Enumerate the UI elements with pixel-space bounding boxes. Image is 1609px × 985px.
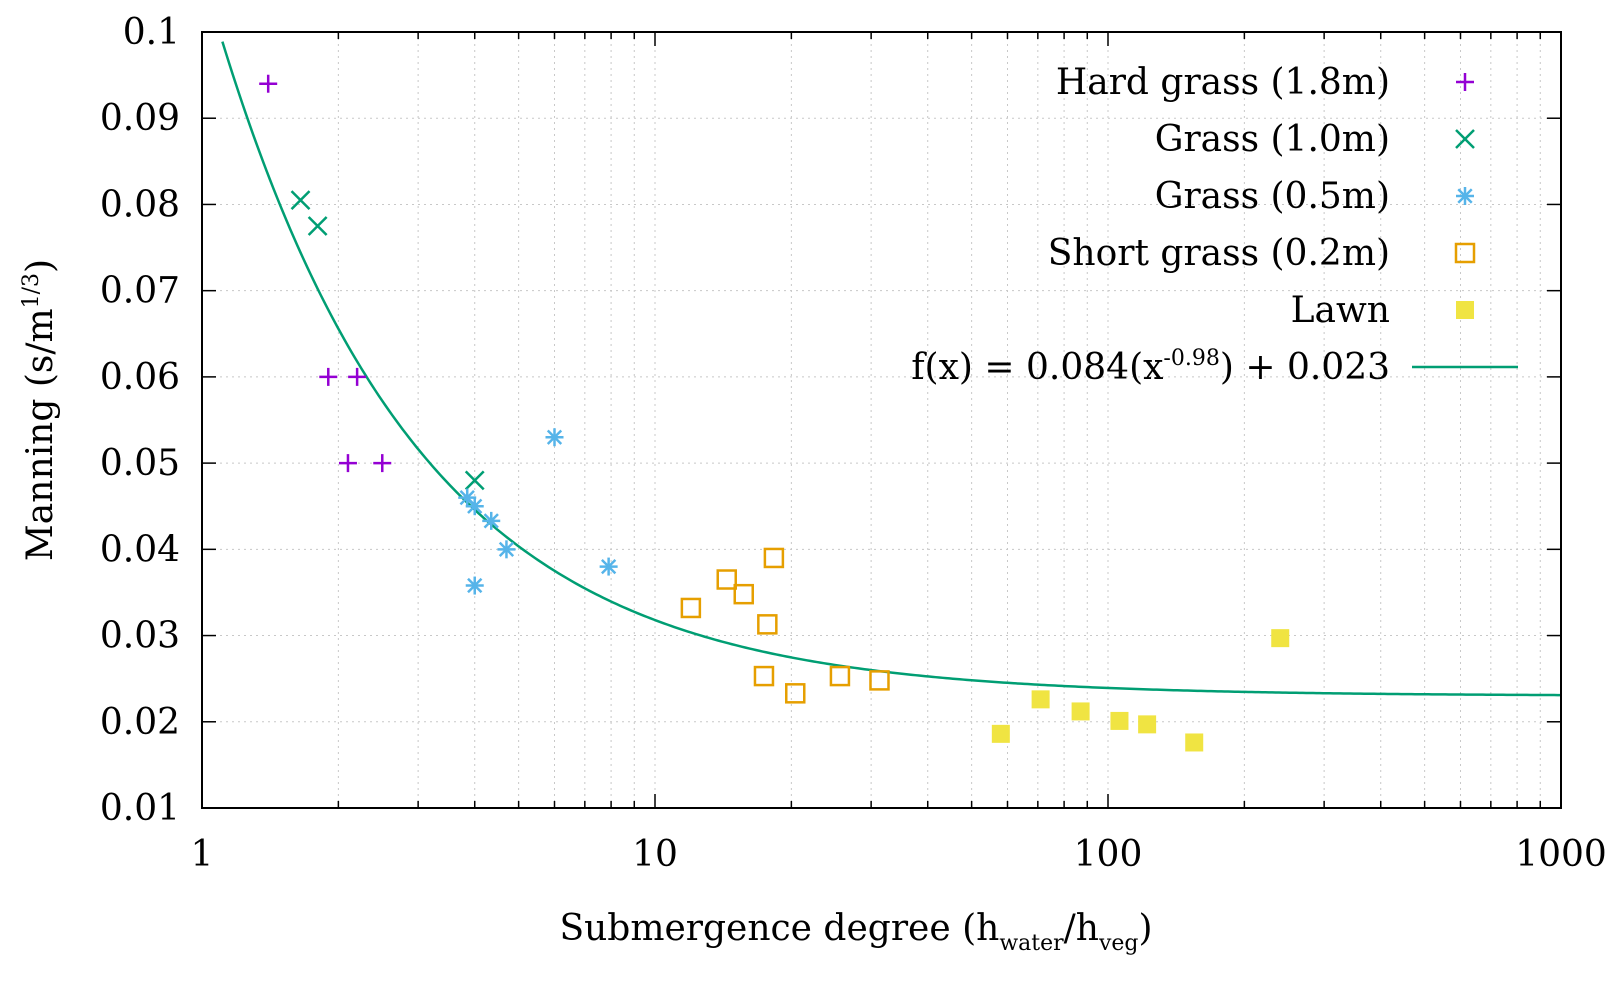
data-point-cross <box>307 216 328 236</box>
data-point-square-open <box>869 670 890 691</box>
data-point-star <box>482 511 501 530</box>
legend-marker-star <box>1456 187 1474 205</box>
x-tick-label: 100 <box>1074 834 1143 875</box>
y-axis-label: Manning (s/m1/3) <box>19 259 61 561</box>
y-tick-label: 0.1 <box>123 12 180 53</box>
plot-frame <box>201 31 1562 809</box>
data-point-square-open <box>733 583 754 605</box>
data-point-square-open <box>763 547 785 569</box>
data-points <box>259 74 1290 752</box>
data-point-square-open <box>757 614 778 635</box>
data-point-square-open <box>829 665 851 687</box>
data-point-square-open <box>785 683 806 704</box>
data-point-square-open <box>680 597 702 619</box>
data-point-plus <box>338 454 357 473</box>
data-point-square-filled <box>1138 715 1157 734</box>
data-point-square-filled <box>1110 711 1129 730</box>
data-point-cross <box>290 190 311 211</box>
y-tick-label: 0.07 <box>100 271 180 312</box>
data-point-star <box>458 488 477 507</box>
data-point-star <box>465 497 484 516</box>
y-tick-label: 0.09 <box>100 98 180 139</box>
data-point-star <box>599 557 618 576</box>
fit-curve <box>221 41 1562 697</box>
data-point-square-filled <box>1271 629 1290 648</box>
legend-label: Grass (0.5m) <box>1155 176 1390 217</box>
legend-label: Grass (1.0m) <box>1155 119 1390 160</box>
legend-label: Short grass (0.2m) <box>1048 233 1390 274</box>
data-point-square-filled <box>991 724 1010 743</box>
y-tick-label: 0.03 <box>100 616 180 657</box>
data-point-square-filled <box>1185 733 1204 752</box>
data-point-square-open <box>716 569 737 590</box>
y-tick-label: 0.02 <box>100 702 180 743</box>
x-tick-label: 10 <box>632 834 678 875</box>
x-axis-label: Submergence degree (hwater/hveg) <box>559 908 1152 956</box>
legend-marker-square-filled <box>1456 301 1474 319</box>
data-point-plus <box>373 454 392 473</box>
data-point-star <box>545 428 564 447</box>
data-point-star <box>465 576 484 595</box>
legend-marker-square-open <box>1454 242 1476 264</box>
data-point-plus <box>319 367 338 386</box>
data-point-cross <box>464 470 485 491</box>
grid <box>202 32 1561 808</box>
y-tick-label: 0.04 <box>100 529 180 570</box>
data-point-square-open <box>753 665 775 687</box>
legend-fit-label: f(x) = 0.084(x-0.98) + 0.023 <box>911 346 1390 388</box>
data-point-star <box>497 540 516 559</box>
y-tick-label: 0.08 <box>100 184 180 225</box>
data-point-plus <box>259 74 278 93</box>
y-tick-label: 0.06 <box>100 357 180 398</box>
x-tick-label: 1000 <box>1515 834 1607 875</box>
x-tick-label: 1 <box>191 834 214 875</box>
y-tick-label: 0.05 <box>100 443 180 484</box>
legend-marker-cross <box>1455 129 1475 149</box>
data-point-square-filled <box>1071 702 1090 721</box>
y-tick-label: 0.01 <box>100 788 180 829</box>
axes: 0.01 0.02 0.03 0.04 0.05 0.06 0.07 0.08 0.09 0.1 1… <box>100 12 1607 875</box>
legend-marker-plus <box>1456 73 1474 91</box>
legend: Hard grass (1.8m) Grass (1.0m) Grass (0.5m… <box>911 62 1518 388</box>
legend-label: Hard grass (1.8m) <box>1056 62 1390 103</box>
data-point-plus <box>348 367 367 386</box>
legend-label: Lawn <box>1291 290 1390 331</box>
fit-curve-layer <box>221 41 1562 697</box>
data-point-square-filled <box>1031 690 1050 709</box>
